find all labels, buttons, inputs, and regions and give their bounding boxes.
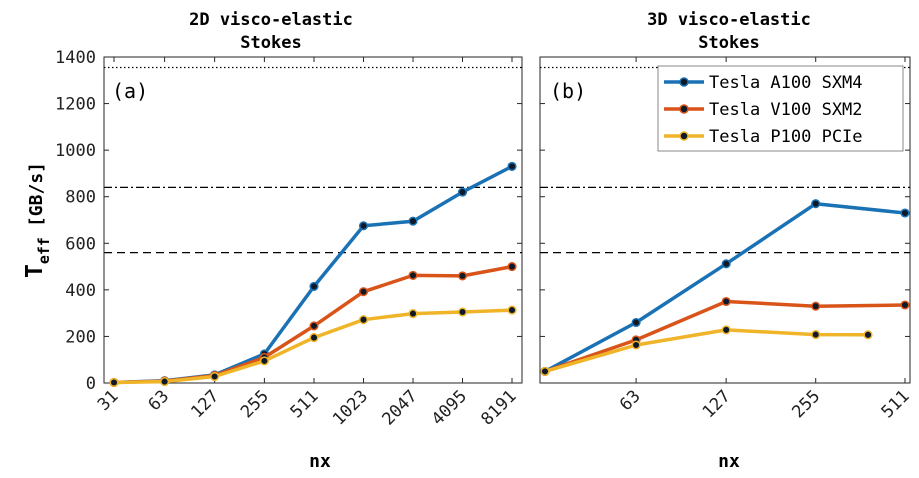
panel-a-data-point-v100: [457, 271, 468, 281]
legend-entry-a100: Tesla A100 SXM4: [664, 73, 863, 93]
panel-a-y-axis-label-main: T: [22, 264, 48, 278]
panel-a-data-point-v100: [358, 287, 369, 297]
panel-a-y-axis-label-subscript: eff: [35, 237, 53, 264]
panel-b-data-point-p100: [811, 330, 821, 340]
panel-b-x-tick-label: 63: [616, 386, 645, 415]
panel-a-y-tick-label: 600: [65, 234, 96, 254]
panel-b-title-line-1: 3D visco-elastic: [647, 10, 811, 30]
panel-b-plot-area: [539, 56, 911, 384]
panel-a-x-tick-label: 2047: [378, 386, 421, 429]
panel-b-data-point-a100: [631, 317, 641, 328]
panel-a-x-tick-label: 4095: [428, 386, 471, 429]
panel-a-title-line-2: Stokes: [240, 33, 301, 53]
panel-a-y-tick-label: 1000: [55, 141, 96, 161]
panel-a-data-point-a100: [457, 187, 468, 197]
panel-a-y-axis-label: Teff [GB/s]: [22, 162, 53, 278]
panel-a-y-tick-label: 1200: [55, 95, 96, 115]
panel-a-data-point-a100: [408, 216, 418, 226]
panel-b-series: [540, 199, 910, 376]
panel-b-x-tick-label: 255: [788, 386, 824, 422]
legend-entry-p100: Tesla P100 PCIe: [664, 127, 863, 147]
legend-marker-v100: [679, 104, 689, 114]
panel-b-x-tick-label: 127: [699, 386, 735, 422]
panel-b-data-point-p100: [540, 366, 550, 376]
panel-b-series-line-a100: [544, 201, 906, 373]
panel-a-x-tick-label: 255: [237, 386, 273, 422]
panel-a-data-point-p100: [210, 371, 220, 382]
panel-a-label: (a): [112, 79, 148, 103]
panel-a-x-tick-label: 63: [145, 386, 174, 415]
panel-a-y-axis-label-unit: [GB/s]: [26, 162, 47, 227]
panel-b-x-tick-label: 511: [878, 386, 914, 422]
legend-label-v100: Tesla V100 SXM2: [709, 100, 863, 120]
panel-b: 3D visco-elastic Stokes 63 127 255 511 (b) …: [539, 10, 914, 472]
panel-a-data-point-v100: [309, 321, 319, 331]
legend-entry-v100: Tesla V100 SXM2: [664, 100, 863, 120]
panel-a-series-line-p100: [113, 308, 513, 385]
panel-b-label: (b): [550, 79, 586, 103]
panel-a-data-point-p100: [160, 377, 170, 387]
panel-a-x-axis-label: nx: [309, 451, 331, 472]
panel-a-plot-area: [103, 56, 523, 384]
panel-a-y-tick-label: 1400: [55, 48, 96, 68]
panel-a-data-point-p100: [457, 307, 468, 317]
panel-a-x-tick-label: 31: [94, 386, 123, 415]
panel-a-data-point-p100: [259, 356, 269, 366]
legend-label-p100: Tesla P100 PCIe: [709, 127, 863, 147]
legend: Tesla A100 SXM4 Tesla V100 SXM2 Tesla P1…: [657, 65, 904, 152]
panel-a-y-tick-label: 0: [86, 374, 96, 394]
legend-marker-p100: [679, 131, 689, 141]
panel-a-data-point-p100: [408, 309, 418, 319]
panel-a-y-tick-label: 400: [65, 281, 96, 301]
panel-b-data-point-p100: [631, 340, 641, 350]
panel-a-y-tick-label: 800: [65, 188, 96, 208]
panel-b-data-point-a100: [900, 208, 910, 218]
panel-a-x-tick-label: 1023: [329, 386, 372, 429]
panel-a-data-point-p100: [309, 333, 319, 343]
panel-b-data-point-v100: [811, 301, 821, 311]
panel-a-data-point-p100: [109, 377, 119, 388]
panel-a-data-point-a100: [507, 161, 517, 171]
panel-a-reference-lines: [104, 66, 522, 254]
panel-b-data-point-a100: [811, 199, 821, 209]
panel-a-series: [109, 161, 517, 388]
legend-marker-a100: [679, 77, 689, 87]
panel-a: 2D visco-elastic Stokes 0 200 400 600 800 100…: [22, 10, 523, 472]
panel-b-data-point-p100: [721, 325, 731, 335]
panel-a-x-tick-label: 8191: [477, 386, 520, 429]
panel-a-data-point-v100: [408, 270, 418, 280]
panel-a-x-tick-label: 127: [187, 386, 223, 422]
panel-b-x-axis-label: nx: [718, 451, 740, 472]
panel-b-data-point-v100: [721, 296, 731, 307]
panel-a-title-line-1: 2D visco-elastic: [189, 10, 353, 30]
legend-label-a100: Tesla A100 SXM4: [709, 73, 863, 93]
panel-a-data-point-a100: [309, 281, 319, 291]
panel-a-x-tick-label: 511: [287, 386, 323, 422]
panel-a-ticks: 0 200 400 600 800 1000 1200 1400 31 63 127 255 511 10…: [55, 48, 522, 429]
panel-a-data-point-a100: [358, 221, 369, 231]
panel-a-data-point-v100: [507, 262, 517, 272]
panel-b-title-line-2: Stokes: [698, 33, 759, 53]
panel-a-data-point-p100: [507, 305, 517, 315]
panel-b-data-point-v100: [900, 300, 910, 310]
panel-a-y-tick-label: 200: [65, 327, 96, 347]
panel-a-data-point-p100: [358, 315, 369, 325]
panel-b-data-point-p100: [863, 330, 873, 340]
panel-b-data-point-a100: [721, 259, 731, 269]
